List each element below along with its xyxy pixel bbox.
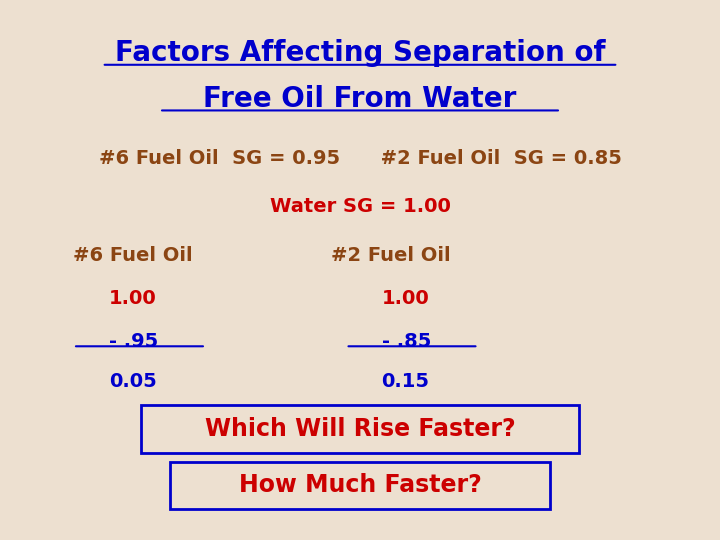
- Text: 1.00: 1.00: [109, 289, 157, 308]
- Text: Free Oil From Water: Free Oil From Water: [203, 85, 517, 113]
- Text: 1.00: 1.00: [382, 289, 429, 308]
- Text: 0.05: 0.05: [109, 372, 157, 391]
- Text: #2 Fuel Oil: #2 Fuel Oil: [331, 246, 451, 265]
- Text: Which Will Rise Faster?: Which Will Rise Faster?: [204, 417, 516, 441]
- FancyBboxPatch shape: [141, 406, 579, 453]
- Text: #6 Fuel Oil  SG = 0.95      #2 Fuel Oil  SG = 0.85: #6 Fuel Oil SG = 0.95 #2 Fuel Oil SG = 0…: [99, 149, 621, 168]
- Text: Factors Affecting Separation of: Factors Affecting Separation of: [114, 39, 606, 67]
- Text: - .95: - .95: [109, 332, 158, 351]
- Text: - .85: - .85: [382, 332, 431, 351]
- Text: 0.15: 0.15: [382, 372, 430, 391]
- Text: #6 Fuel Oil: #6 Fuel Oil: [73, 246, 193, 265]
- FancyBboxPatch shape: [170, 462, 550, 509]
- Text: Water SG = 1.00: Water SG = 1.00: [269, 198, 451, 217]
- Text: How Much Faster?: How Much Faster?: [238, 474, 482, 497]
